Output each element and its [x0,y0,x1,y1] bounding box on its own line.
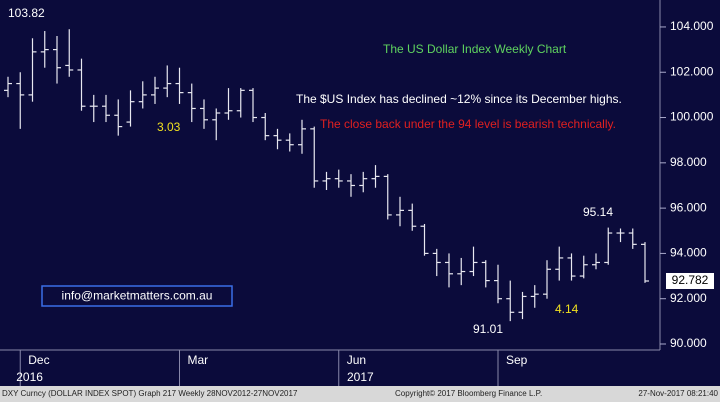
footer-text: 27-Nov-2017 08:21:40 [638,389,718,398]
y-tick-label: 90.000 [670,336,707,350]
annotation: 95.14 [583,205,613,219]
background [0,0,720,386]
annotation: 3.03 [157,120,181,134]
y-tick-label: 102.000 [670,64,714,78]
annotation: The US Dollar Index Weekly Chart [383,42,567,56]
watermark-box [41,285,233,307]
annotation: 91.01 [473,322,503,336]
last-price-box [666,272,714,289]
annotation: 4.14 [555,302,579,316]
x-year-label: 2017 [347,370,374,384]
watermark: info@marketmatters.com.au [62,289,213,303]
x-tick-label: Jun [347,353,366,367]
y-tick-label: 96.000 [670,200,707,214]
y-tick-label: 94.000 [670,246,707,260]
annotation: The close back under the 94 level is bea… [320,117,616,131]
last-price-label: 92.782 [672,273,709,287]
x-tick-label: Dec [28,353,49,367]
y-tick-label: 92.000 [670,291,707,305]
y-tick-label: 104.000 [670,19,714,33]
annotation: 103.82 [8,6,45,20]
footer-text: DXY Curncy (DOLLAR INDEX SPOT) Graph 217… [2,389,298,398]
y-tick-label: 100.000 [670,110,714,124]
annotation: The $US Index has declined ~12% since it… [296,92,622,106]
x-year-label: 2016 [16,370,43,384]
x-tick-label: Mar [188,353,209,367]
x-tick-label: Sep [506,353,528,367]
footer-text: Copyright© 2017 Bloomberg Finance L.P. [395,389,542,398]
footer-bar [0,386,720,402]
y-tick-label: 98.000 [670,155,707,169]
